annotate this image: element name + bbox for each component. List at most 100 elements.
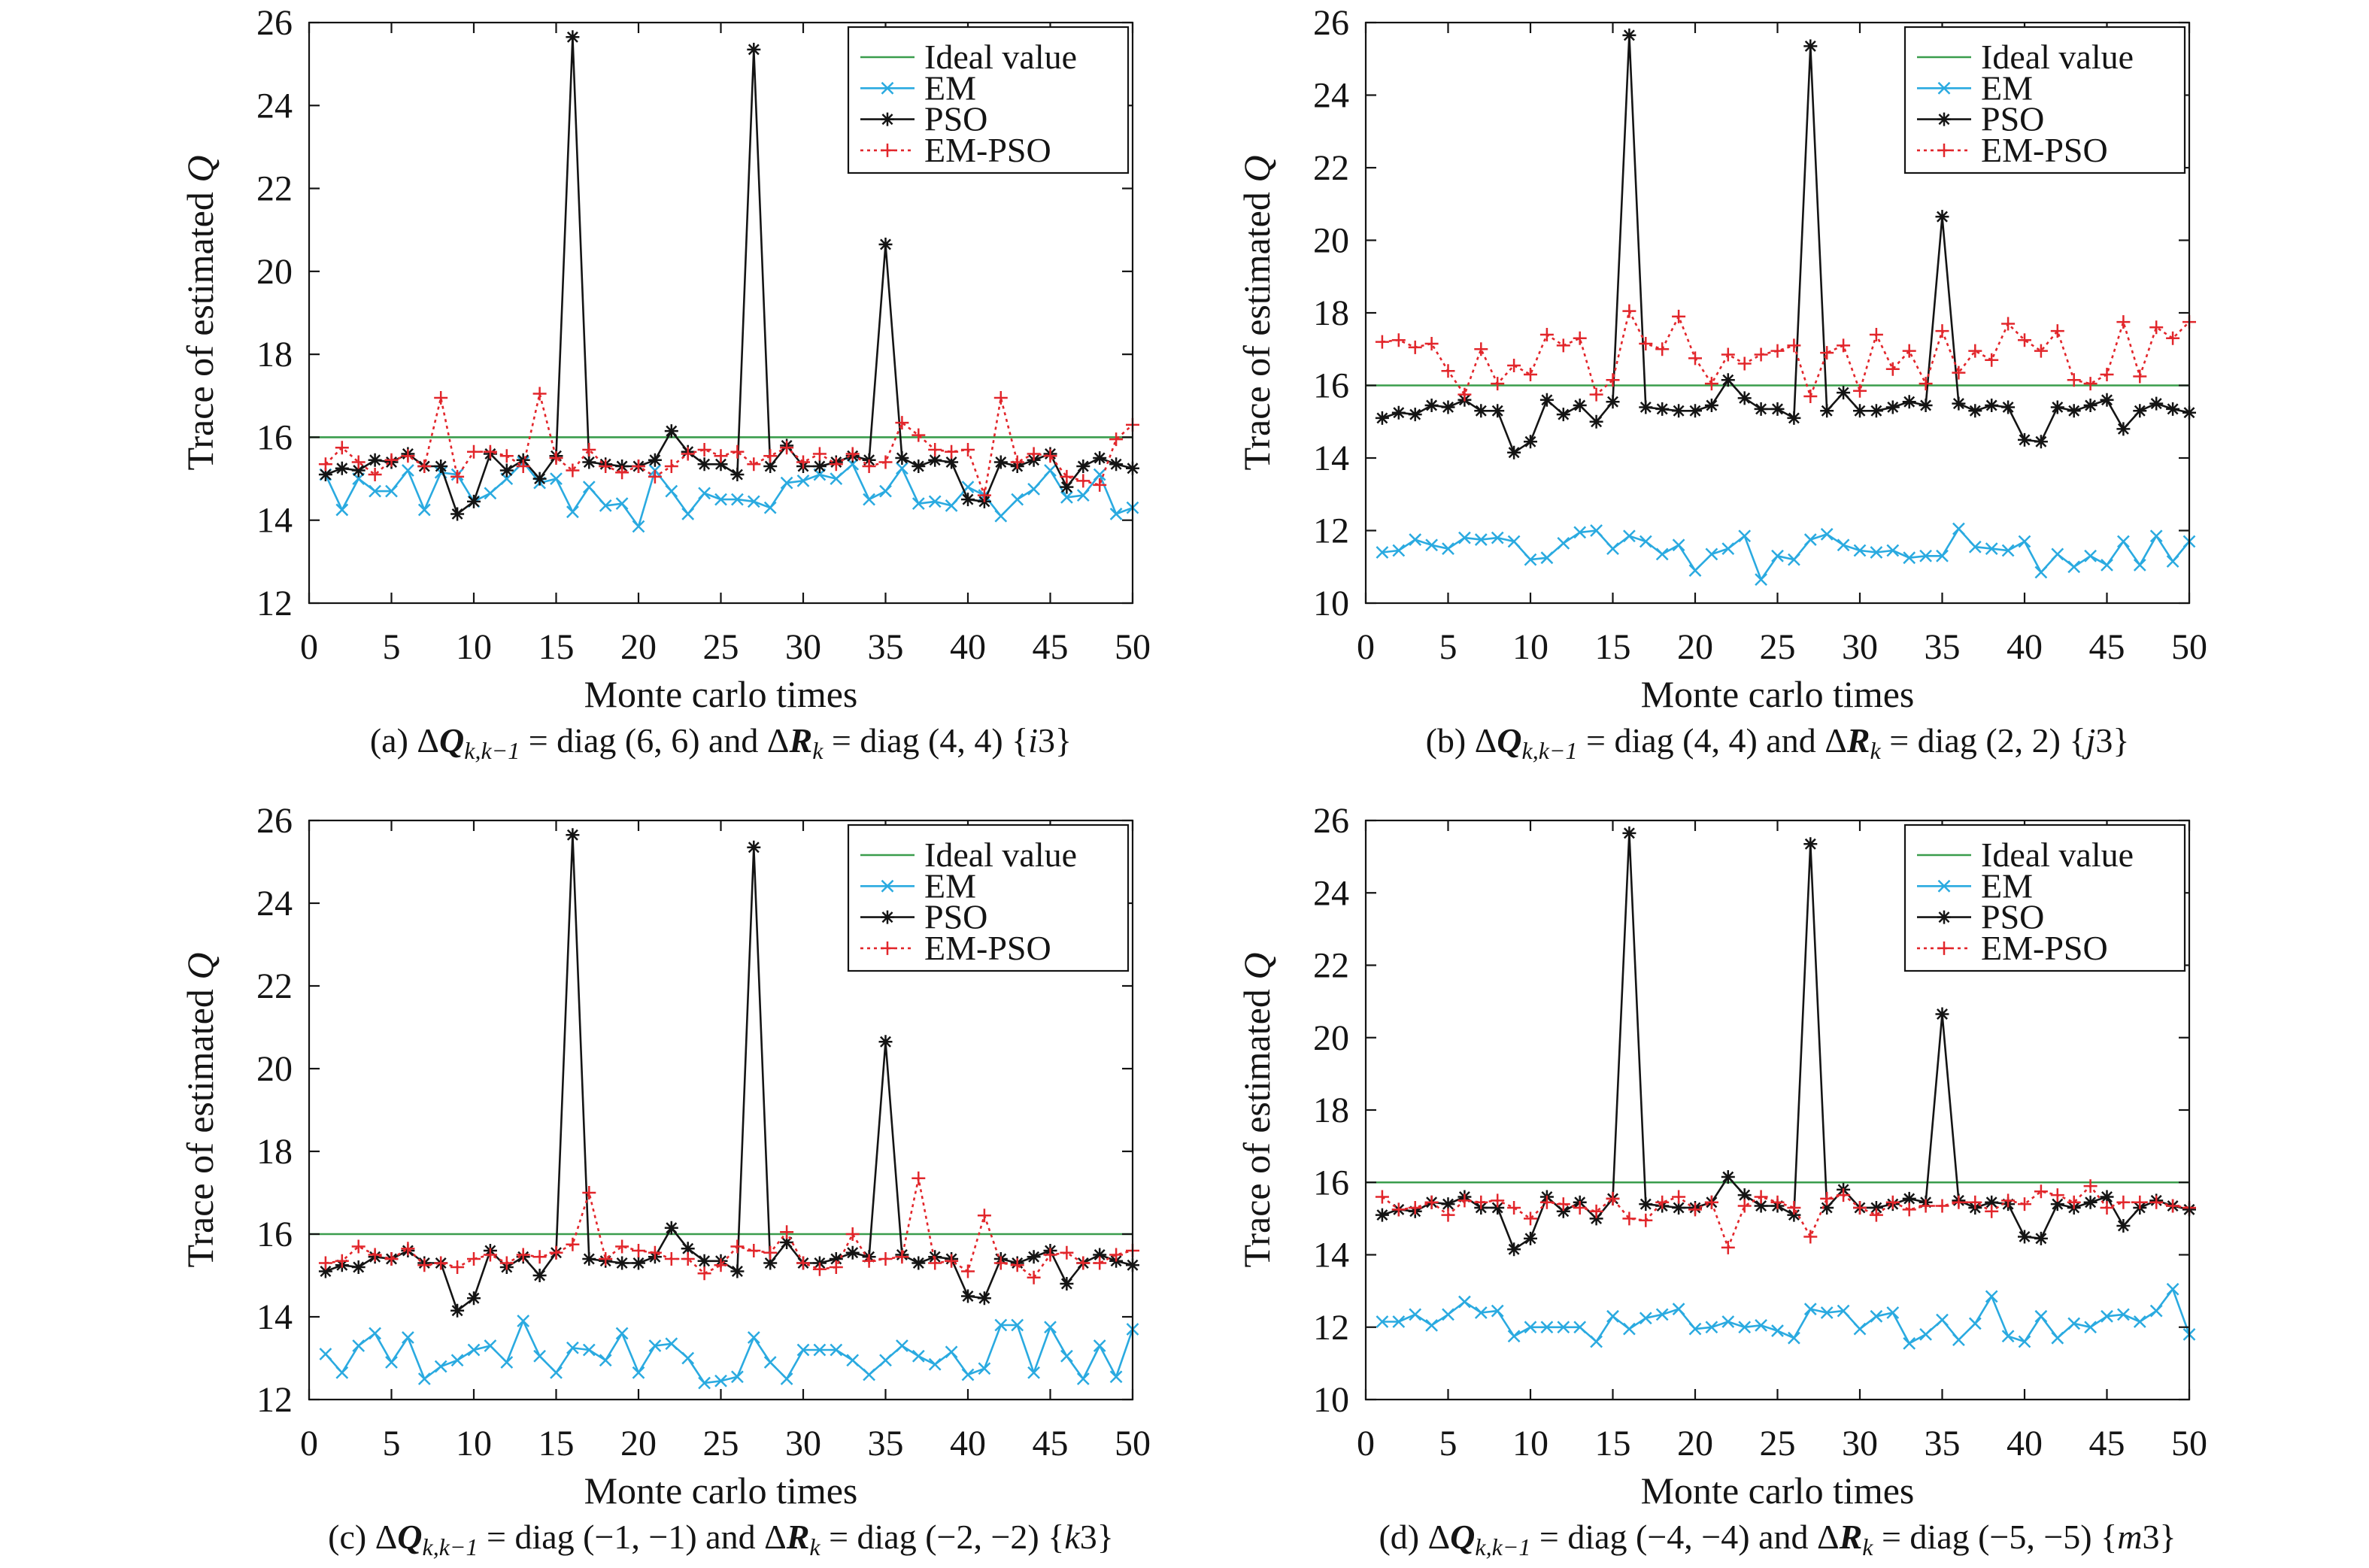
data-point-pso	[697, 1254, 711, 1268]
legend-label-pso: PSO	[1981, 100, 2044, 138]
data-point-em-pso	[1457, 1193, 1472, 1208]
data-point-em	[1771, 549, 1784, 563]
series-em-pso	[318, 1171, 1139, 1284]
data-point-em	[434, 1360, 447, 1373]
data-point-em	[1590, 1335, 1603, 1348]
data-point-em-pso	[1474, 342, 1488, 356]
y-axis-label: Trace of estimated Q	[179, 156, 221, 471]
data-point-pso	[2018, 1230, 2031, 1244]
legend-marker-pso	[881, 910, 894, 924]
caption-subscript: k,k−1	[464, 737, 520, 764]
data-point-em	[369, 484, 381, 498]
data-point-em	[1655, 547, 1669, 561]
data-point-em	[1688, 1322, 1702, 1336]
data-point-em-pso	[1853, 1200, 1867, 1215]
y-axis-label-symbol: Q	[1236, 953, 1278, 980]
data-point-pso	[1820, 404, 1834, 418]
data-point-em-pso	[895, 1250, 909, 1264]
data-point-pso	[977, 1291, 991, 1306]
data-point-em	[632, 520, 645, 533]
data-point-em	[335, 503, 349, 517]
data-point-pso	[2083, 1195, 2098, 1209]
data-point-pso	[1737, 391, 1752, 405]
data-point-pso	[1622, 28, 1636, 42]
data-point-em-pso	[615, 466, 629, 480]
y-tick-label: 12	[1313, 511, 1349, 551]
x-tick-label: 50	[2171, 627, 2207, 667]
x-axis: 0 5 10 15 20 25 30 35 40 45 50	[1357, 23, 2207, 667]
x-tick-label: 50	[1115, 627, 1151, 667]
data-point-em-pso	[1093, 478, 1107, 492]
data-point-pso	[961, 1289, 975, 1303]
data-point-em	[2051, 1331, 2064, 1345]
caption-text: 3}	[1038, 721, 1072, 760]
series-line-em-pso	[1382, 1184, 2190, 1249]
data-point-em-pso	[697, 442, 711, 456]
data-point-em	[1409, 533, 1422, 546]
data-point-em	[1060, 1349, 1073, 1363]
y-tick-label: 24	[256, 884, 293, 924]
data-point-em-pso	[1524, 1212, 1537, 1226]
legend-marker-em	[881, 879, 894, 893]
data-point-pso	[2001, 400, 2016, 414]
data-point-em-pso	[1474, 1195, 1488, 1209]
data-point-em-pso	[1424, 1195, 1439, 1209]
data-point-em-pso	[812, 1262, 827, 1276]
data-point-em-pso	[1589, 387, 1603, 402]
series-em	[1376, 1282, 2196, 1350]
data-point-em-pso	[1606, 373, 1620, 387]
data-point-em	[994, 1318, 1008, 1332]
y-tick-label: 26	[1313, 801, 1349, 841]
data-point-pso	[697, 457, 711, 472]
data-point-em-pso	[499, 1256, 514, 1270]
caption-text: 3}	[2142, 1518, 2176, 1556]
data-point-pso	[318, 468, 332, 482]
data-point-pso	[2133, 404, 2147, 418]
data-point-em-pso	[318, 457, 332, 472]
data-point-pso	[664, 424, 678, 438]
y-tick-label: 18	[256, 1132, 293, 1172]
data-point-pso	[2149, 396, 2164, 411]
data-point-em-pso	[763, 1245, 778, 1260]
data-point-em-pso	[1721, 347, 1735, 362]
data-point-em	[533, 1349, 546, 1363]
data-point-em	[1952, 1333, 1965, 1346]
legend-entry-pso: PSO	[860, 100, 987, 138]
y-tick-label: 16	[1313, 1163, 1349, 1203]
data-point-pso	[993, 455, 1008, 469]
data-point-pso	[1837, 386, 1851, 400]
y-tick-label: 12	[1313, 1308, 1349, 1348]
data-point-em-pso	[1507, 1200, 1521, 1215]
data-point-em-pso	[912, 1171, 926, 1185]
data-point-em	[2084, 1321, 2097, 1334]
y-tick-label: 24	[1313, 76, 1349, 116]
data-point-em-pso	[599, 459, 613, 474]
data-point-pso	[1027, 1250, 1041, 1264]
data-point-em-pso	[1589, 1204, 1603, 1218]
data-point-em	[1837, 1304, 1850, 1318]
data-point-em-pso	[1688, 351, 1702, 365]
data-point-em-pso	[1043, 1248, 1057, 1262]
data-point-pso	[532, 1269, 547, 1282]
data-point-em	[1011, 1318, 1024, 1332]
data-point-em	[1425, 538, 1438, 552]
caption-symbol: R	[789, 721, 813, 760]
data-point-em-pso	[1391, 1203, 1406, 1217]
data-point-em-pso	[1672, 1190, 1686, 1204]
data-point-em	[846, 1354, 860, 1367]
data-point-em	[1903, 551, 1916, 565]
series-line-em-pso	[324, 393, 1133, 496]
data-point-em-pso	[2149, 1195, 2164, 1209]
data-point-pso	[1919, 399, 1933, 413]
data-point-em-pso	[1027, 1270, 1041, 1284]
data-point-em	[763, 501, 777, 514]
data-point-em	[2001, 544, 2015, 557]
x-tick-label: 0	[300, 627, 318, 667]
legend-entry-em-pso: EM-PSO	[1917, 131, 2108, 169]
data-point-em-pso	[2001, 1193, 2016, 1208]
data-point-em-pso	[2116, 315, 2131, 329]
data-point-em-pso	[1441, 364, 1455, 378]
data-point-em-pso	[566, 463, 580, 478]
